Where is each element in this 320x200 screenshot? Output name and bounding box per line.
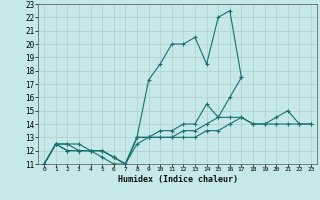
X-axis label: Humidex (Indice chaleur): Humidex (Indice chaleur) <box>118 175 238 184</box>
